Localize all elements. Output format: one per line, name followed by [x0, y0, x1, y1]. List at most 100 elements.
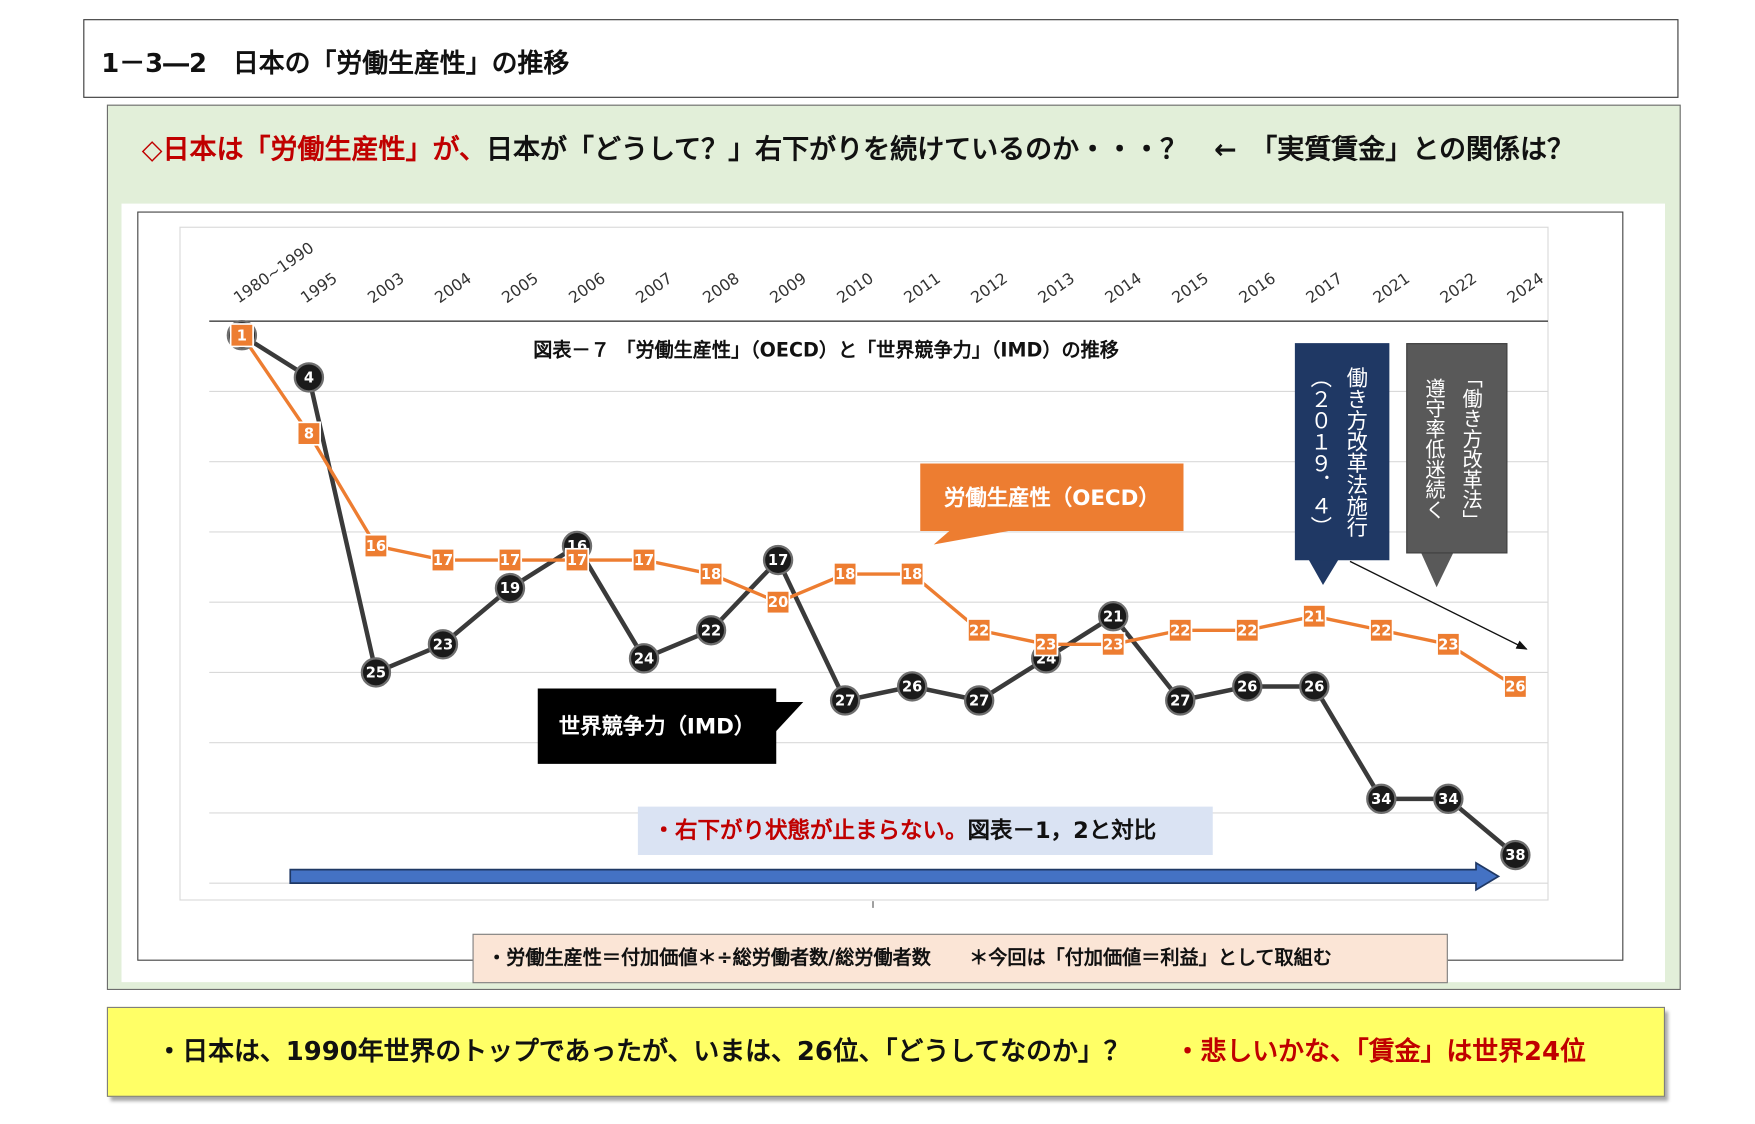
x-tick-label: 2017	[1302, 268, 1346, 307]
imd-data-label: 19	[500, 580, 520, 597]
law-enforced-callout: 働き方改革法施行 （２０１９．４）	[1294, 343, 1390, 561]
oecd-marker	[296, 421, 321, 446]
oecd-data-label: 17	[634, 552, 654, 569]
oecd-marker	[564, 547, 590, 573]
oecd-marker	[833, 561, 858, 587]
x-tick-label: 2004	[431, 268, 475, 307]
oecd-data-label: 22	[1170, 622, 1190, 639]
oecd-callout-tail	[933, 529, 1015, 545]
oecd-data-label: 22	[1237, 622, 1257, 639]
oecd-callout-box	[920, 463, 1184, 531]
imd-marker	[1098, 601, 1129, 632]
oecd-marker	[1101, 632, 1126, 657]
x-tick-label: 2013	[1034, 268, 1078, 307]
imd-marker	[494, 572, 526, 604]
oecd-data-label: 22	[1371, 622, 1391, 639]
oecd-marker	[1168, 618, 1193, 643]
imd-marker	[293, 362, 325, 393]
imd-data-label: 22	[701, 622, 721, 639]
chart-title: 図表－７ 「労働生産性」（OECD）と「世界競争力」（IMD）の推移	[533, 339, 1119, 362]
oecd-marker	[900, 561, 925, 587]
imd-marker	[1232, 671, 1263, 702]
oecd-marker	[1436, 632, 1461, 657]
imd-marker	[1299, 671, 1330, 702]
oecd-marker	[1302, 604, 1327, 629]
oecd-data-label: 20	[768, 594, 788, 611]
x-tick-label: 2007	[632, 268, 676, 307]
oecd-marker	[1503, 674, 1528, 699]
imd-marker	[963, 685, 995, 716]
page-title: 1－3―2 日本の「労働生産性」の推移	[101, 49, 570, 79]
oecd-marker	[1235, 618, 1260, 643]
imd-marker	[1165, 685, 1196, 716]
imd-data-label: 21	[1103, 608, 1123, 625]
oecd-data-label: 17	[433, 552, 453, 569]
imd-data-label: 27	[969, 693, 989, 710]
imd-data-label: 25	[366, 664, 386, 681]
summary-highlight: ・悲しいかな、「賃金」は世界24位	[1174, 1037, 1586, 1067]
x-tick-label: 2010	[833, 268, 877, 307]
law-enforced-line1: 働き方改革法施行	[1343, 366, 1368, 538]
imd-marker	[628, 643, 660, 674]
oecd-data-label: 8	[304, 426, 314, 443]
oecd-marker	[497, 547, 523, 573]
imd-callout-label: 世界競争力（IMD）	[559, 714, 755, 740]
x-tick-label: 2009	[766, 268, 810, 307]
imd-data-label: 38	[1505, 847, 1525, 864]
oecd-marker	[363, 533, 389, 559]
imd-marker	[1366, 783, 1397, 815]
imd-marker	[360, 657, 392, 688]
oecd-data-label: 18	[701, 566, 721, 583]
plot-area	[179, 226, 1549, 901]
oecd-marker	[1034, 632, 1059, 657]
oecd-callout: 労働生産性（OECD）	[920, 463, 1184, 545]
compliance-callout: 「働き方改革法」 遵守率低迷続く	[1406, 343, 1508, 554]
imd-data-label: 4	[304, 369, 314, 386]
imd-data-label: 27	[835, 693, 855, 710]
oecd-data-label: 23	[1438, 636, 1458, 653]
x-tick-label: 2024	[1503, 268, 1547, 307]
imd-marker	[896, 671, 928, 702]
x-tick-label: 2016	[1235, 268, 1279, 307]
oecd-data-label: 23	[1103, 636, 1123, 653]
summary-text: ・日本は、1990年世界のトップであったが、いまは、26位、「どうしてなのか」？	[156, 1037, 1130, 1067]
law-callout-tail	[1308, 559, 1339, 585]
oecd-data-label: 26	[1505, 679, 1525, 696]
oecd-data-label: 23	[1036, 636, 1056, 653]
x-tick-label: 2021	[1369, 268, 1413, 307]
trend-note-highlight: ・右下がり状態が止まらない。	[652, 816, 968, 844]
compliance-line2: 遵守率低迷続く	[1422, 377, 1446, 520]
oecd-data-label: 17	[500, 552, 520, 569]
trend-arrow	[289, 861, 1501, 892]
imd-marker	[829, 685, 861, 716]
oecd-marker	[631, 547, 657, 573]
imd-marker	[1433, 783, 1464, 815]
x-tick-label: 2005	[498, 268, 542, 307]
imd-data-label: 34	[1371, 791, 1391, 808]
law-enforced-line2: （２０１９．４）	[1307, 366, 1332, 538]
headline: ◇日本は「労働生産性」が、日本が「どうして？」右下がりを続けているのか・・・？ …	[142, 132, 1574, 168]
title-box: 1－3―2 日本の「労働生産性」の推移	[83, 19, 1679, 98]
oecd-data-label: 16	[366, 538, 386, 555]
compliance-line1: 「働き方改革法」	[1459, 367, 1483, 530]
oecd-data-label: 17	[567, 552, 587, 569]
x-tick-label: 2008	[699, 268, 743, 307]
x-tick-label: 2006	[565, 268, 609, 307]
oecd-data-label: 21	[1304, 608, 1324, 625]
oecd-data-label: 18	[835, 566, 855, 583]
imd-callout-box	[537, 688, 777, 764]
oecd-data-label: 22	[969, 622, 989, 639]
series-markers: 1425231916242217272627242127262634343818…	[226, 320, 1531, 871]
imd-callout: 世界競争力（IMD）	[537, 688, 804, 764]
imd-data-label: 26	[1237, 679, 1257, 696]
definition-note: ・労働生産性＝付加価値＊÷総労働者数/総労働者数 ＊今回は「付加価値＝利益」とし…	[472, 933, 1448, 984]
trend-note: ・右下がり状態が止まらない。図表－1，2と対比	[637, 806, 1213, 855]
imd-data-label: 26	[1304, 679, 1324, 696]
imd-marker	[427, 629, 459, 660]
x-tick-label: 2022	[1436, 268, 1480, 307]
imd-data-label: 34	[1438, 791, 1458, 808]
imd-data-label: 23	[433, 636, 453, 653]
oecd-marker	[765, 590, 791, 615]
